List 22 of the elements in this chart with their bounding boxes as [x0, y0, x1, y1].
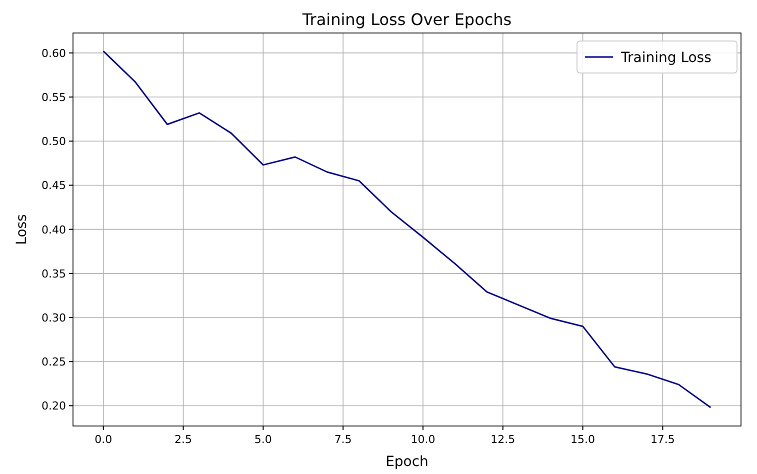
- x-tick-label: 2.5: [174, 433, 192, 446]
- y-axis-title: Loss: [14, 214, 30, 245]
- x-tick-label: 7.5: [334, 433, 352, 446]
- y-tick-label: 0.20: [42, 400, 66, 413]
- legend-label: Training Loss: [620, 50, 712, 66]
- y-tick-label: 0.25: [42, 356, 66, 369]
- x-tick-label: 10.0: [410, 433, 436, 446]
- y-tick-label: 0.40: [42, 223, 66, 236]
- line-series: [102, 50, 712, 408]
- x-tick-label: 15.0: [570, 433, 596, 446]
- x-axis-title: Epoch: [386, 454, 428, 470]
- x-tick-label: 17.5: [650, 433, 675, 446]
- y-tick-label: 0.55: [42, 91, 66, 104]
- y-tick-label: 0.30: [42, 312, 66, 325]
- x-tick-label: 12.5: [490, 433, 516, 446]
- chart-title: Training Loss Over Epochs: [301, 10, 512, 29]
- x-tick-label: 5.0: [254, 433, 272, 446]
- y-tick-label: 0.60: [42, 46, 66, 60]
- y-tick-label: 0.35: [42, 267, 66, 280]
- y-tick-label: 0.45: [42, 179, 66, 192]
- y-tick-label: 0.50: [42, 135, 66, 148]
- x-tick-label: 0.0: [94, 433, 112, 446]
